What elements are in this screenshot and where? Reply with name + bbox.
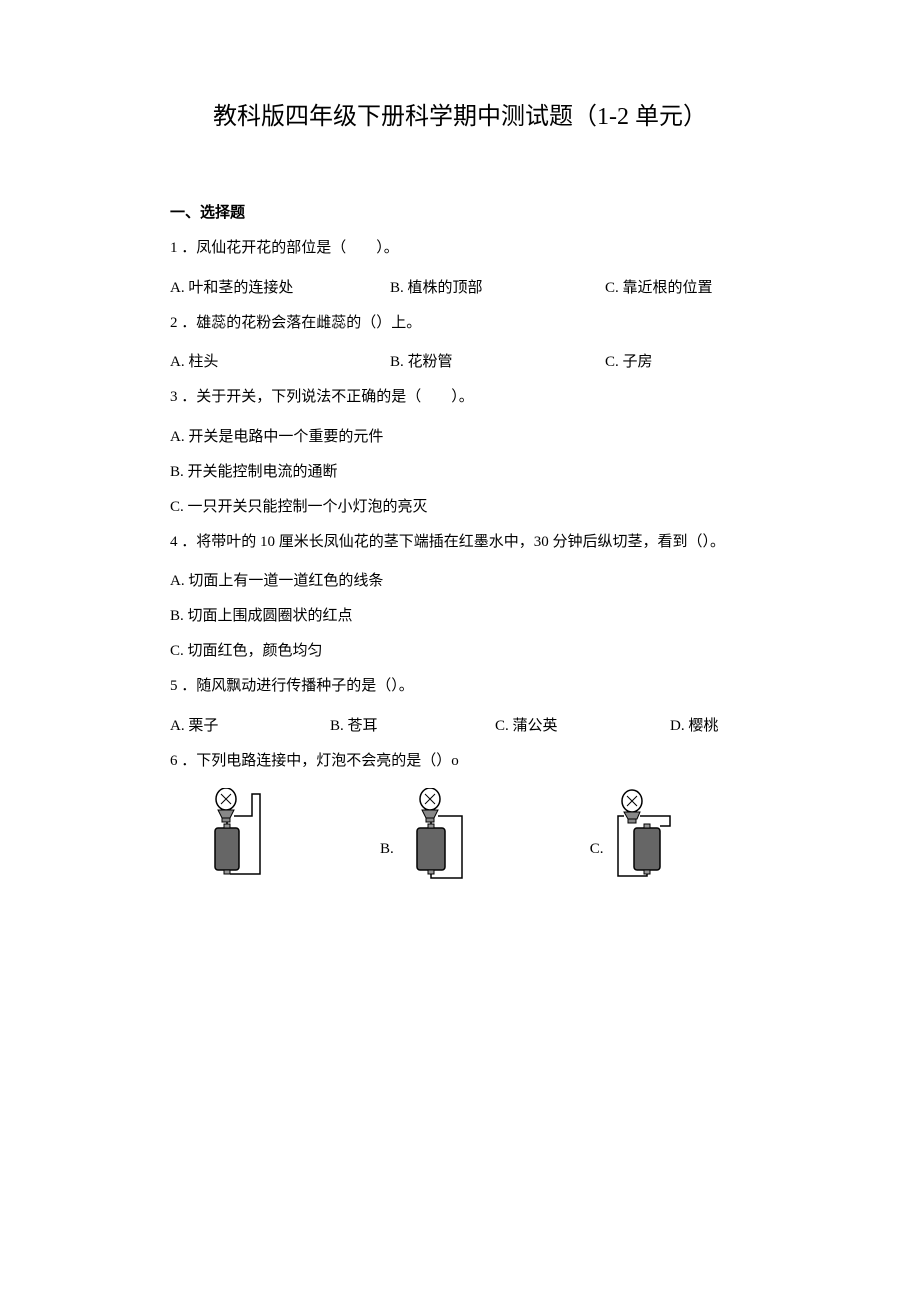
q3-option-a: A. 开关是电路中一个重要的元件 bbox=[170, 425, 750, 446]
page-title: 教科版四年级下册科学期中测试题（1-2 单元） bbox=[170, 96, 750, 131]
q5-option-a: A. 栗子 bbox=[170, 714, 330, 735]
question-2: 2 ．雄蕊的花粉会落在雌蕊的（）上。 bbox=[170, 311, 750, 337]
q5-option-d: D. 樱桃 bbox=[670, 714, 718, 735]
question-5-options: A. 栗子 B. 苍耳 C. 蒲公英 D. 樱桃 bbox=[170, 714, 750, 735]
q5-option-b: B. 苍耳 bbox=[330, 714, 495, 735]
question-3: 3 ．关于开关，下列说法不正确的是（ ）。 bbox=[170, 385, 750, 411]
circuit-diagram-a-icon bbox=[200, 788, 270, 883]
question-1-options: A. 叶和茎的连接处 B. 植株的顶部 C. 靠近根的位置 bbox=[170, 276, 750, 297]
q4-option-a: A. 切面上有一道一道红色的线条 bbox=[170, 569, 750, 590]
q1-option-c: C. 靠近根的位置 bbox=[605, 276, 713, 297]
q6-option-a bbox=[200, 788, 270, 883]
q6-option-c: C. bbox=[590, 788, 685, 883]
question-5: 5 ．随风飘动进行传播种子的是（）。 bbox=[170, 674, 750, 700]
circuit-diagram-b-icon bbox=[400, 788, 475, 883]
q6-option-b: B. bbox=[380, 788, 475, 883]
circuit-diagram-c-icon bbox=[610, 788, 685, 883]
question-4: 4 ．将带叶的 10 厘米长凤仙花的茎下端插在红墨水中，30 分钟后纵切茎，看到… bbox=[170, 530, 750, 556]
q2-option-a: A. 柱头 bbox=[170, 350, 390, 371]
question-1: 1 ．凤仙花开花的部位是（ ）。 bbox=[170, 236, 750, 262]
section-header: 一、选择题 bbox=[170, 201, 750, 222]
q5-option-c: C. 蒲公英 bbox=[495, 714, 670, 735]
question-6-options: B. C. bbox=[170, 788, 750, 883]
q4-option-b: B. 切面上围成圆圈状的红点 bbox=[170, 604, 750, 625]
q6-option-b-label: B. bbox=[380, 841, 394, 883]
q1-option-b: B. 植株的顶部 bbox=[390, 276, 605, 297]
question-2-options: A. 柱头 B. 花粉管 C. 子房 bbox=[170, 350, 750, 371]
q2-option-c: C. 子房 bbox=[605, 350, 653, 371]
q2-option-b: B. 花粉管 bbox=[390, 350, 605, 371]
q1-option-a: A. 叶和茎的连接处 bbox=[170, 276, 390, 297]
q4-option-c: C. 切面红色，颜色均匀 bbox=[170, 639, 750, 660]
q6-option-c-label: C. bbox=[590, 841, 604, 883]
q3-option-c: C. 一只开关只能控制一个小灯泡的亮灭 bbox=[170, 495, 750, 516]
question-6: 6 ．下列电路连接中，灯泡不会亮的是（）o bbox=[170, 749, 750, 775]
q3-option-b: B. 开关能控制电流的通断 bbox=[170, 460, 750, 481]
